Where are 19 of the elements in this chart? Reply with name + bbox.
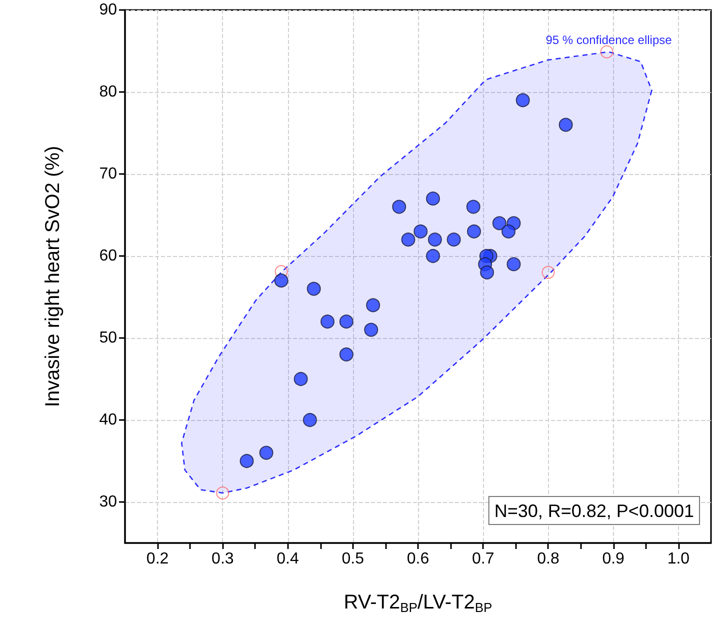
x-tick-label: 1.0: [667, 550, 690, 568]
x-tick-label: 0.7: [472, 550, 494, 568]
series-label: 95 % confidence ellipse: [546, 32, 672, 47]
y-tick-label: 50: [99, 330, 118, 346]
y-tick-label: 60: [99, 248, 118, 264]
x-tick-label: 0.8: [537, 550, 560, 568]
x-tick-label: 0.3: [212, 550, 234, 568]
x-tick-label: 0.2: [146, 550, 169, 568]
annotation: N=30, R=0.82, P<0.0001: [494, 501, 694, 521]
x-tick-label: 0.5: [342, 550, 364, 568]
x-tick-label: 0.6: [406, 550, 430, 568]
y-tick-label: 80: [99, 84, 118, 100]
x-tick-label: 0.4: [276, 550, 299, 568]
y-axis-title: Invasive right heart SvO2 (%): [42, 146, 64, 408]
y-tick-label: 70: [99, 166, 118, 182]
x-tick-label: 0.9: [602, 550, 625, 568]
y-tick-label: 90: [99, 2, 118, 18]
y-tick-label: 40: [99, 412, 118, 428]
y-tick-label: 30: [99, 494, 118, 510]
